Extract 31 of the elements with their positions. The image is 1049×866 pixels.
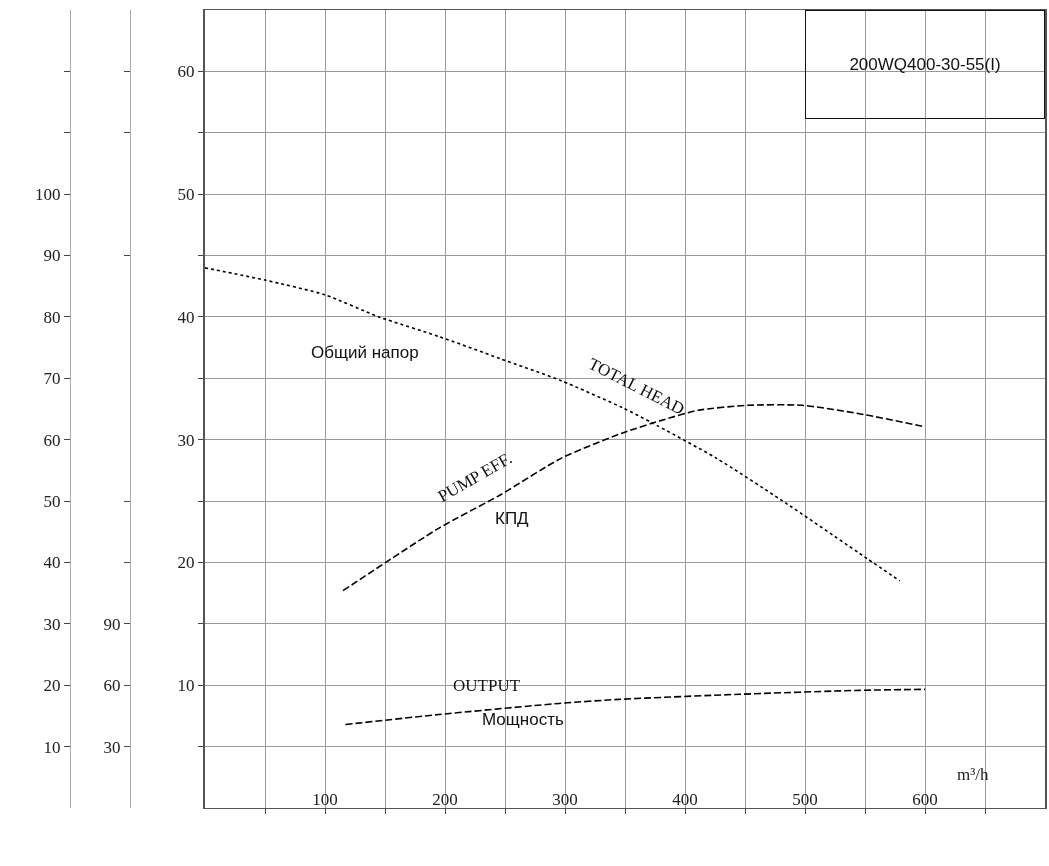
y-tick-label: 10 bbox=[177, 676, 195, 696]
y2-tick-label: 60 bbox=[43, 430, 61, 450]
x-tick-label: 100 bbox=[312, 790, 338, 809]
x-tick-label: 200 bbox=[432, 790, 458, 809]
text: 200WQ400-30-55(I) bbox=[849, 55, 1001, 74]
annotation: КПД bbox=[495, 509, 530, 528]
annotation: Общий напор bbox=[311, 343, 419, 362]
y-tick-label: 50 bbox=[177, 185, 195, 205]
y3-tick-label: 90 bbox=[103, 614, 121, 634]
y3-tick-label: 60 bbox=[103, 676, 121, 696]
y-tick-label: 40 bbox=[177, 307, 195, 327]
annotation: Мощность bbox=[482, 710, 564, 729]
annotation: OUTPUT bbox=[453, 676, 521, 695]
x-tick-label: 400 bbox=[672, 790, 698, 809]
y2-tick-label: 90 bbox=[43, 246, 61, 266]
x-tick-label: 600 bbox=[912, 790, 938, 809]
x-tick-label: 300 bbox=[552, 790, 578, 809]
y2-tick-label: 40 bbox=[43, 553, 61, 573]
y2-tick-label: 80 bbox=[43, 307, 61, 327]
x-axis-title: m³/h bbox=[957, 765, 990, 784]
y2-tick-label: 30 bbox=[43, 614, 61, 634]
y2-tick-label: 100 bbox=[35, 185, 61, 205]
y-tick-label: 60 bbox=[177, 62, 195, 82]
y2-tick-label: 10 bbox=[43, 737, 61, 757]
y2-tick-label: 20 bbox=[43, 676, 61, 696]
y-tick-label: 30 bbox=[177, 430, 195, 450]
y3-tick-label: 30 bbox=[103, 737, 121, 757]
y2-tick-label: 50 bbox=[43, 492, 61, 512]
y-tick-label: 20 bbox=[177, 553, 195, 573]
y2-tick-label: 70 bbox=[43, 369, 61, 389]
x-tick-label: 500 bbox=[792, 790, 818, 809]
